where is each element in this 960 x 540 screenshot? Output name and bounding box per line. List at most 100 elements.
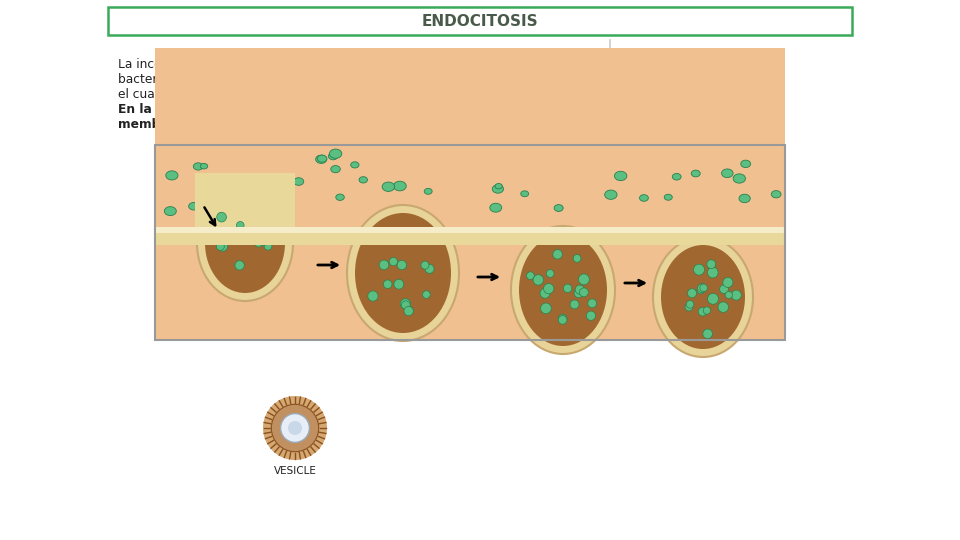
Circle shape	[708, 293, 718, 305]
Circle shape	[390, 258, 397, 266]
Circle shape	[394, 279, 404, 289]
Circle shape	[587, 311, 595, 320]
Ellipse shape	[236, 183, 249, 192]
Circle shape	[368, 291, 378, 301]
Circle shape	[383, 280, 392, 288]
Text: ENDOCITOSIS: ENDOCITOSIS	[421, 14, 539, 29]
Circle shape	[259, 237, 268, 246]
Circle shape	[235, 261, 244, 270]
Circle shape	[379, 260, 389, 269]
Text: VESICLE: VESICLE	[274, 466, 317, 476]
Circle shape	[700, 284, 708, 292]
Circle shape	[533, 275, 543, 285]
Bar	[155, 232, 785, 245]
Ellipse shape	[318, 155, 327, 162]
Ellipse shape	[197, 185, 293, 301]
Circle shape	[540, 303, 551, 314]
Circle shape	[703, 329, 712, 339]
Ellipse shape	[733, 174, 746, 183]
Text: ,: ,	[543, 73, 547, 86]
Bar	[155, 235, 785, 340]
Ellipse shape	[492, 185, 504, 193]
Ellipse shape	[653, 237, 753, 357]
Text: La incorporación a la célula de macromoléculas como enzimas, ácidos nucléicos, h: La incorporación a la célula de macromol…	[118, 58, 674, 71]
Ellipse shape	[407, 208, 416, 215]
Text: membrana plasmática a la cual se le conoce como ENDOSOMA.: membrana plasmática a la cual se le cono…	[118, 118, 553, 131]
Bar	[155, 220, 785, 253]
Bar	[155, 227, 785, 233]
Ellipse shape	[382, 182, 395, 191]
Circle shape	[723, 278, 732, 287]
Circle shape	[280, 414, 309, 442]
Circle shape	[697, 286, 705, 294]
Ellipse shape	[316, 155, 326, 164]
Circle shape	[404, 306, 414, 316]
Circle shape	[288, 421, 302, 435]
Bar	[155, 145, 785, 340]
Bar	[155, 220, 785, 253]
Circle shape	[580, 288, 588, 297]
Text: PLASMA
MEMBRANE: PLASMA MEMBRANE	[460, 92, 519, 114]
Bar	[155, 227, 785, 232]
Ellipse shape	[193, 163, 204, 170]
Circle shape	[216, 242, 225, 251]
Ellipse shape	[336, 194, 345, 200]
Circle shape	[574, 288, 584, 298]
Circle shape	[579, 274, 589, 285]
Ellipse shape	[394, 181, 406, 191]
Circle shape	[526, 272, 535, 280]
Ellipse shape	[672, 173, 681, 180]
Circle shape	[421, 261, 429, 269]
Circle shape	[559, 314, 566, 323]
Circle shape	[272, 404, 319, 451]
Ellipse shape	[661, 245, 745, 349]
Circle shape	[263, 396, 327, 460]
Text: el cual es dependiente de energía (ATP).: el cual es dependiente de energía (ATP).	[118, 88, 366, 101]
Text: bacterias, etc., se realiza por un mecanismo de vesiculación denominado: bacterias, etc., se realiza por un mecan…	[118, 73, 572, 86]
Circle shape	[264, 242, 272, 250]
Ellipse shape	[424, 188, 432, 194]
Ellipse shape	[605, 190, 617, 199]
Ellipse shape	[205, 193, 285, 293]
Circle shape	[573, 254, 581, 262]
Ellipse shape	[329, 149, 342, 158]
Ellipse shape	[294, 178, 303, 185]
Circle shape	[698, 284, 707, 293]
Circle shape	[559, 315, 567, 324]
Circle shape	[397, 260, 406, 270]
Ellipse shape	[359, 177, 368, 183]
Circle shape	[588, 299, 596, 308]
Text: ENDOCITOSIS: ENDOCITOSIS	[479, 73, 573, 86]
Ellipse shape	[243, 205, 254, 214]
Ellipse shape	[355, 213, 451, 333]
Circle shape	[575, 285, 585, 294]
Circle shape	[543, 284, 554, 294]
Circle shape	[698, 307, 707, 316]
Ellipse shape	[189, 202, 199, 210]
Ellipse shape	[347, 205, 459, 341]
Circle shape	[725, 292, 732, 299]
Circle shape	[570, 300, 579, 309]
Ellipse shape	[771, 191, 781, 198]
FancyBboxPatch shape	[108, 7, 852, 35]
Ellipse shape	[164, 207, 177, 215]
Ellipse shape	[739, 194, 751, 202]
Text: En la endocitosis las moléculas son englobadas en una membrana proveniente de la: En la endocitosis las moléculas son engl…	[118, 103, 701, 116]
Ellipse shape	[267, 208, 276, 215]
Circle shape	[546, 269, 554, 278]
Circle shape	[217, 212, 227, 222]
Ellipse shape	[722, 169, 733, 178]
Ellipse shape	[201, 164, 207, 169]
Circle shape	[693, 264, 705, 275]
Circle shape	[422, 291, 430, 299]
Circle shape	[398, 231, 407, 240]
Ellipse shape	[520, 191, 529, 197]
Circle shape	[703, 307, 710, 314]
Circle shape	[406, 307, 414, 314]
Ellipse shape	[554, 205, 564, 212]
Circle shape	[718, 302, 729, 313]
Ellipse shape	[328, 153, 338, 160]
Ellipse shape	[495, 184, 502, 189]
Ellipse shape	[664, 194, 672, 200]
Circle shape	[219, 242, 228, 251]
